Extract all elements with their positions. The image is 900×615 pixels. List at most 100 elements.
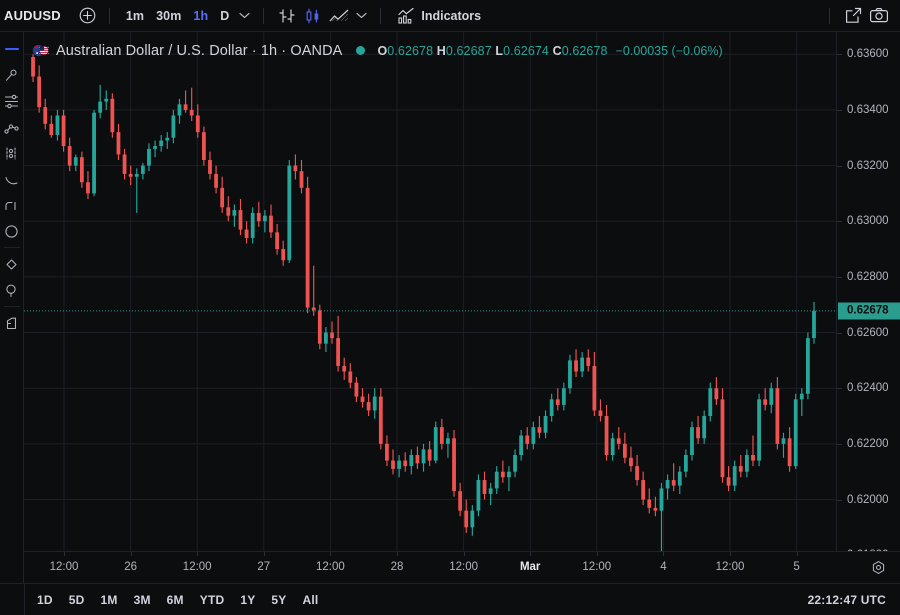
ohlc-value-close: 0.62678 — [561, 43, 608, 58]
cursor-crosshair-tool[interactable] — [0, 62, 24, 88]
time-axis-label-9: 4 — [660, 561, 667, 573]
range-selector: 1D 5D 1M 3M 6M YTD 1Y 5Y All — [0, 590, 325, 610]
measure-tool[interactable] — [0, 310, 24, 336]
time-axis-label-4: 12:00 — [316, 561, 345, 573]
toolbar-divider-2 — [263, 7, 265, 24]
ohlc-value-low: 0.62674 — [503, 43, 549, 58]
legend-change: −0.00035 (−0.06%) — [615, 43, 723, 58]
range-button-1m[interactable]: 1M — [100, 592, 118, 607]
indicators-button[interactable]: Indicators — [391, 4, 487, 28]
time-axis-label-5: 28 — [390, 561, 404, 573]
camera-icon — [870, 8, 888, 23]
candlestick-style-icon — [306, 8, 319, 23]
time-axis-tick — [397, 552, 398, 556]
interval-d[interactable]: D — [220, 8, 230, 23]
go-to-realtime-icon — [872, 561, 885, 574]
time-axis-label-8: 12:00 — [582, 561, 612, 573]
symbol-search-button[interactable]: AUDUSD — [4, 8, 61, 23]
candlestick-plot — [24, 32, 836, 583]
range-button-5y[interactable]: 5Y — [271, 592, 287, 607]
range-button-5d[interactable]: 5D — [68, 592, 85, 607]
time-axis-tick — [64, 552, 65, 556]
time-axis-tick — [197, 552, 199, 556]
pattern-tool[interactable] — [0, 251, 24, 277]
chart-canvas[interactable]: Australian Dollar / U.S. Dollar · 1h · O… — [24, 32, 836, 583]
range-button-all[interactable]: All — [302, 592, 319, 607]
chart-style-dropdown-button[interactable] — [352, 4, 370, 28]
indicators-icon — [398, 7, 414, 24]
pitchfork-icon — [6, 146, 16, 160]
time-axis-tick — [596, 552, 598, 556]
interval-dropdown-button[interactable] — [235, 4, 253, 28]
price-axis-tick — [837, 165, 842, 167]
time-axis[interactable]: 12:00 26 12:00 27 12:00 28 12:00 Mar 12:00 4 12:00… — [24, 551, 900, 583]
bottom-bar-seam — [24, 584, 25, 615]
time-axis-label-10: 12:00 — [715, 561, 745, 573]
publish-button[interactable] — [840, 4, 866, 28]
interval-30m[interactable]: 30m — [156, 8, 182, 23]
bar-style-button[interactable] — [274, 4, 300, 28]
snapshot-button[interactable] — [866, 4, 892, 28]
toolbar-right-group — [819, 4, 900, 28]
legend-title: Australian Dollar / U.S. Dollar · 1h · O… — [56, 42, 343, 59]
pitchfork-tool[interactable] — [0, 140, 24, 166]
bottom-status-bar: 1D 5D 1M 3M 6M YTD 1Y 5Y All 22:12:47 UTC — [0, 583, 900, 615]
fib-retracement-tool[interactable] — [0, 114, 24, 140]
price-axis[interactable]: 0.63600 0.63400 0.63200 0.63000 0.62800 0.626… — [836, 32, 900, 583]
left-accent-marker — [0, 36, 24, 62]
magnifier-tool[interactable] — [0, 277, 24, 303]
ohlc-key-open: O — [377, 43, 388, 58]
price-axis-tick — [837, 276, 842, 278]
toolbar-divider-3 — [380, 7, 382, 24]
left-toolbar-divider-2 — [3, 306, 20, 307]
time-axis-tick — [463, 552, 465, 556]
clock-label[interactable]: 22:12:47 UTC — [807, 592, 886, 607]
top-toolbar: AUDUSD 1m 30m 1h D — [0, 0, 900, 32]
interval-1m[interactable]: 1m — [125, 8, 145, 23]
current-price-label[interactable]: 0.62678 — [838, 302, 900, 320]
time-axis-tick — [330, 552, 332, 556]
price-axis-tick — [837, 499, 842, 501]
circle-shape-tool[interactable] — [0, 218, 24, 244]
price-axis-tick — [837, 221, 842, 223]
chevron-down-icon — [239, 12, 250, 19]
price-axis-label-4: 0.62800 — [847, 270, 889, 283]
ohlc-value-open: 0.62678 — [387, 43, 434, 58]
left-toolbar-divider — [3, 247, 20, 248]
price-axis-label-1: 0.63400 — [847, 103, 889, 116]
range-button-3m[interactable]: 3M — [133, 592, 151, 607]
price-axis-label-3: 0.63000 — [847, 215, 889, 228]
range-button-1d[interactable]: 1D — [37, 592, 53, 607]
magnifier-icon — [6, 284, 16, 297]
range-button-6m[interactable]: 6M — [166, 592, 184, 607]
time-axis-label-11: 5 — [793, 561, 800, 573]
time-axis-tick — [796, 552, 798, 556]
go-to-realtime-button[interactable] — [871, 560, 886, 580]
add-symbol-button[interactable] — [77, 5, 99, 27]
circle-shape-icon — [5, 224, 18, 238]
pattern-xabcd-icon — [6, 258, 17, 270]
range-button-ytd[interactable]: YTD — [199, 592, 225, 607]
range-button-1y[interactable]: 1Y — [240, 592, 256, 607]
price-axis-label-5: 0.62600 — [847, 326, 889, 339]
fib-retracement-icon — [4, 123, 19, 134]
publish-external-link-icon — [845, 7, 861, 23]
trend-line-tool[interactable] — [0, 88, 24, 114]
brush-tool[interactable] — [0, 166, 24, 192]
time-axis-label-3: 27 — [257, 561, 271, 573]
time-axis-tick — [663, 552, 665, 556]
toolbar-divider-4 — [829, 7, 830, 24]
bar-chart-style-icon — [279, 8, 295, 23]
candle-style-button[interactable] — [300, 4, 326, 28]
time-axis-label-6: 12:00 — [449, 561, 478, 573]
interval-1h[interactable]: 1h — [193, 8, 209, 23]
aud-usd-flag-icon — [32, 44, 49, 57]
price-axis-tick — [837, 388, 842, 390]
plus-circle-icon — [79, 7, 96, 24]
price-axis-tick — [837, 54, 842, 56]
price-axis-label-0: 0.63600 — [847, 48, 889, 61]
time-axis-label-0: 12:00 — [49, 561, 79, 573]
chart-legend: Australian Dollar / U.S. Dollar · 1h · O… — [32, 42, 723, 59]
area-style-button[interactable] — [326, 4, 352, 28]
arc-tool[interactable] — [0, 192, 24, 218]
